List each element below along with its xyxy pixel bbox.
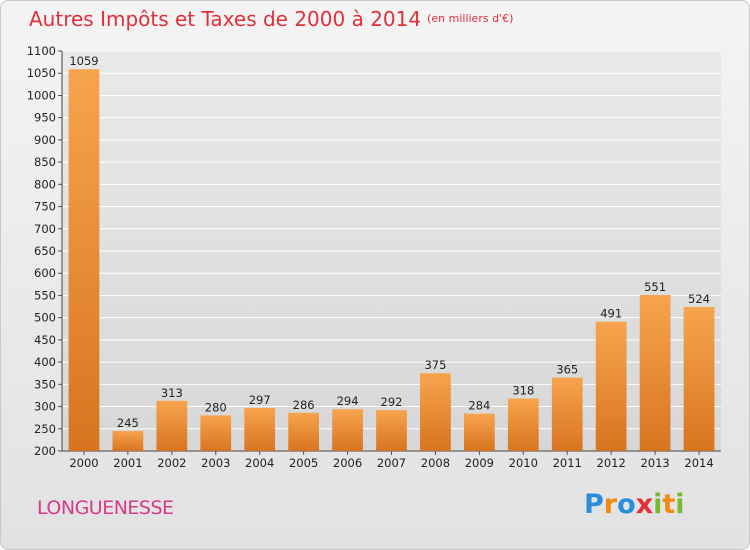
logo-letter: r — [603, 489, 618, 520]
bar — [595, 321, 627, 451]
data-label: 294 — [337, 394, 359, 408]
data-label: 491 — [600, 307, 622, 321]
x-tick-label: 2010 — [509, 456, 538, 470]
x-tick-label: 2005 — [289, 456, 318, 470]
y-tick-label: 950 — [34, 111, 56, 125]
y-tick-label: 800 — [34, 177, 56, 191]
y-tick-label: 1050 — [27, 66, 56, 80]
proxiti-logo: Proxiti — [584, 489, 685, 520]
bar — [288, 412, 320, 451]
y-tick-label: 650 — [34, 244, 56, 258]
y-tick-label: 500 — [34, 311, 56, 325]
logo-letter: o — [617, 489, 636, 520]
bar — [68, 69, 100, 451]
bar — [112, 431, 144, 451]
chart-title: Autres Impôts et Taxes de 2000 à 2014 (en… — [29, 7, 513, 31]
bar — [200, 415, 232, 451]
bar — [507, 398, 539, 451]
bar — [376, 410, 407, 451]
y-tick-label: 450 — [34, 333, 56, 347]
logo-letter: t — [662, 489, 676, 520]
x-tick-label: 2013 — [640, 456, 669, 470]
data-label: 286 — [293, 398, 315, 412]
data-label: 280 — [205, 400, 227, 414]
y-tick-label: 300 — [34, 400, 56, 414]
data-label: 375 — [424, 358, 446, 372]
x-tick-label: 2009 — [465, 456, 494, 470]
data-label: 1059 — [69, 54, 98, 68]
logo-letter: i — [653, 489, 663, 520]
y-tick-label: 900 — [34, 133, 56, 147]
y-tick-label: 200 — [34, 444, 56, 458]
data-label: 524 — [688, 292, 710, 306]
y-tick-label: 550 — [34, 288, 56, 302]
x-tick-label: 2014 — [684, 456, 713, 470]
x-tick-label: 2012 — [597, 456, 626, 470]
data-label: 292 — [381, 395, 403, 409]
bar — [551, 377, 583, 451]
bar — [244, 407, 276, 451]
x-tick-label: 2003 — [201, 456, 230, 470]
data-label: 297 — [249, 393, 271, 407]
x-tick-label: 2000 — [69, 456, 98, 470]
y-tick-label: 350 — [34, 377, 56, 391]
y-tick-label: 600 — [34, 266, 56, 280]
x-tick-label: 2001 — [113, 456, 142, 470]
data-label: 284 — [468, 399, 490, 413]
y-tick-label: 400 — [34, 355, 56, 369]
data-label: 551 — [644, 280, 666, 294]
y-tick-label: 850 — [34, 155, 56, 169]
x-tick-label: 2006 — [333, 456, 362, 470]
y-tick-label: 1000 — [27, 88, 56, 102]
y-tick-label: 750 — [34, 200, 56, 214]
data-label: 313 — [161, 386, 183, 400]
logo-letter: x — [635, 489, 654, 520]
bar — [463, 413, 495, 451]
x-tick-label: 2007 — [377, 456, 406, 470]
y-tick-label: 1100 — [27, 44, 56, 58]
bar — [156, 400, 188, 451]
logo-letter: P — [584, 489, 604, 520]
location-name: LONGUENESSE — [37, 497, 174, 519]
x-tick-label: 2004 — [245, 456, 274, 470]
data-label: 318 — [512, 384, 534, 398]
chart-title-text: Autres Impôts et Taxes de 2000 à 2014 — [29, 7, 422, 31]
y-tick-label: 250 — [34, 422, 56, 436]
data-label: 365 — [556, 363, 578, 377]
bar — [420, 373, 451, 451]
bar — [639, 295, 671, 451]
bar — [683, 307, 715, 451]
data-label: 245 — [117, 416, 139, 430]
chart-unit-label: (en milliers d'€) — [427, 12, 514, 25]
x-tick-label: 2008 — [421, 456, 450, 470]
x-tick-label: 2011 — [553, 456, 582, 470]
x-tick-label: 2002 — [157, 456, 186, 470]
bar — [332, 409, 363, 451]
logo-letter: i — [675, 489, 685, 520]
y-tick-label: 700 — [34, 222, 56, 236]
